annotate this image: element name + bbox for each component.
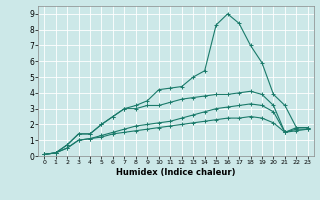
X-axis label: Humidex (Indice chaleur): Humidex (Indice chaleur) xyxy=(116,168,236,177)
